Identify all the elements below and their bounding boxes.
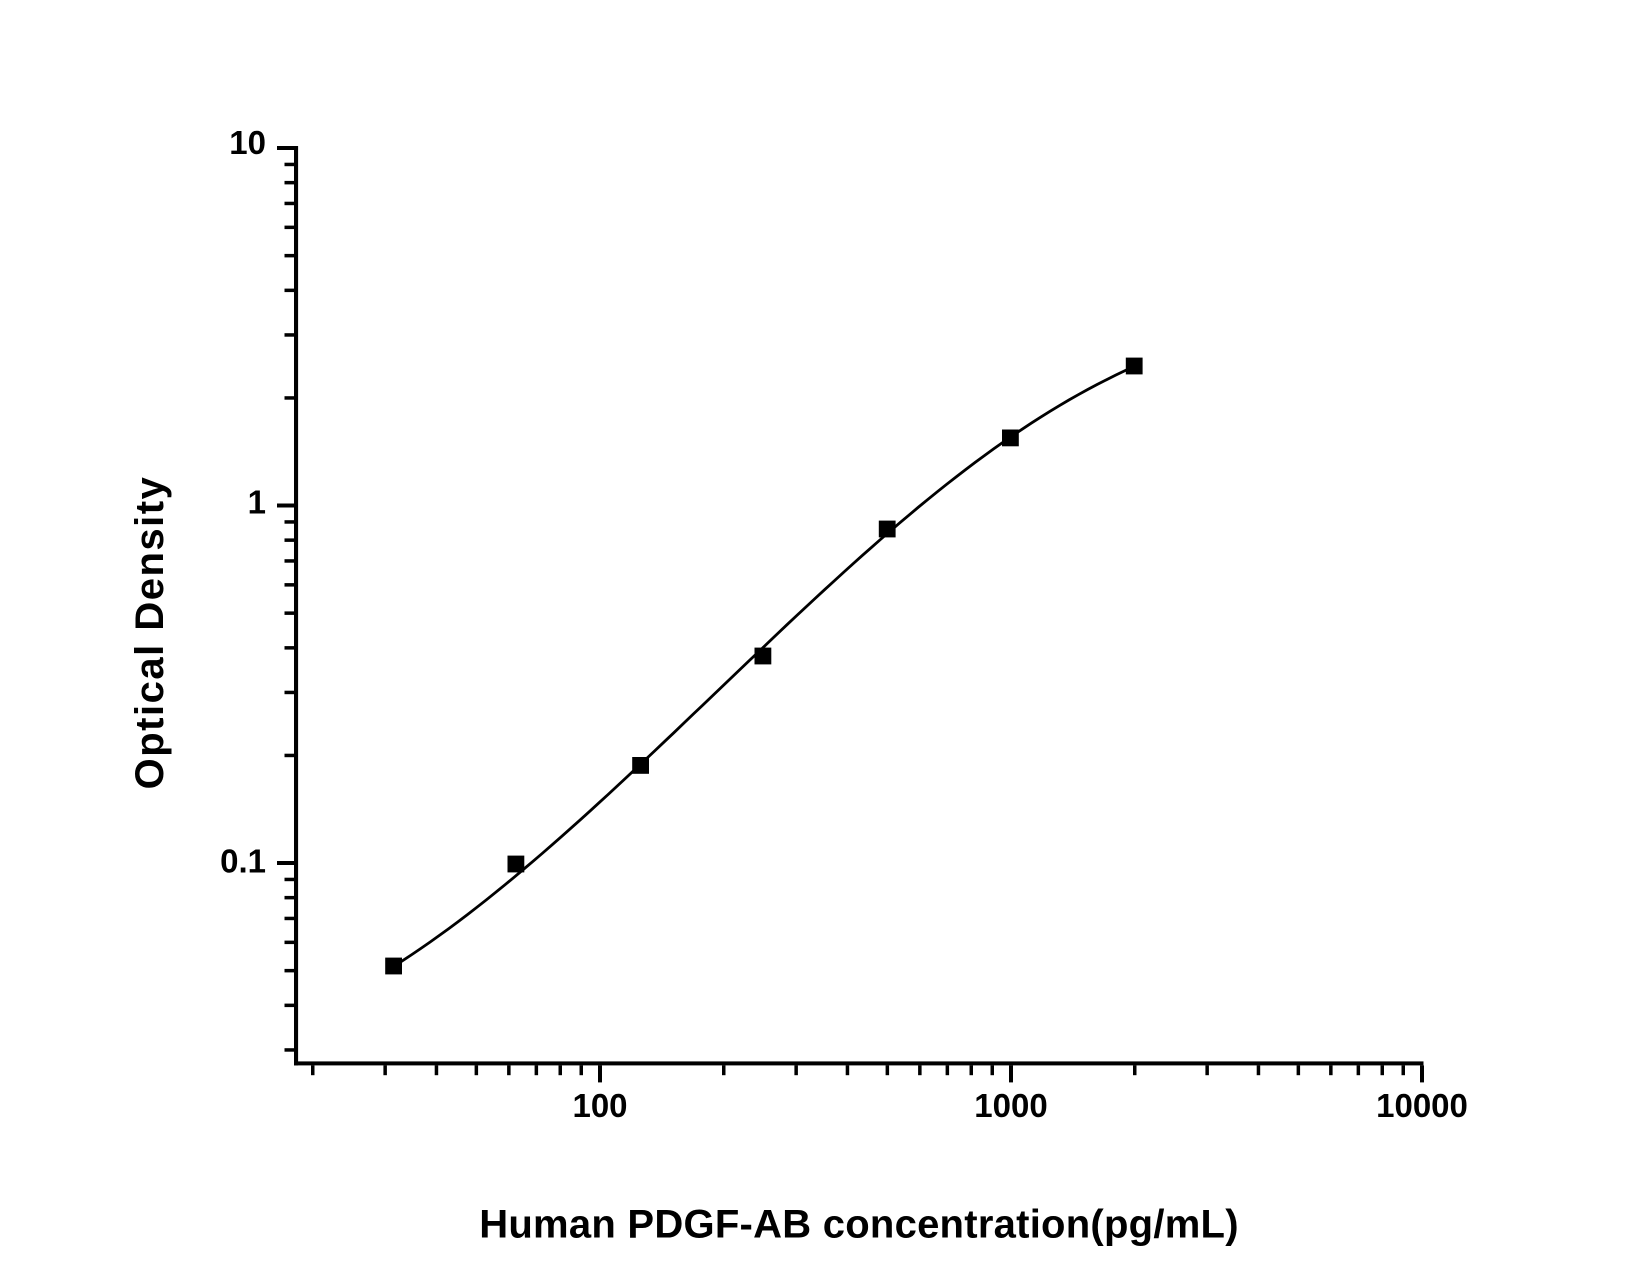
svg-text:100: 100 <box>572 1087 627 1124</box>
svg-text:0.1: 0.1 <box>220 842 266 879</box>
svg-text:1000: 1000 <box>974 1087 1047 1124</box>
svg-text:10: 10 <box>229 124 266 161</box>
svg-text:Optical Density: Optical Density <box>128 476 172 790</box>
svg-text:1: 1 <box>248 483 266 520</box>
svg-text:10000: 10000 <box>1376 1087 1468 1124</box>
svg-text:Human PDGF-AB concentration(pg: Human PDGF-AB concentration(pg/mL) <box>479 1203 1239 1247</box>
